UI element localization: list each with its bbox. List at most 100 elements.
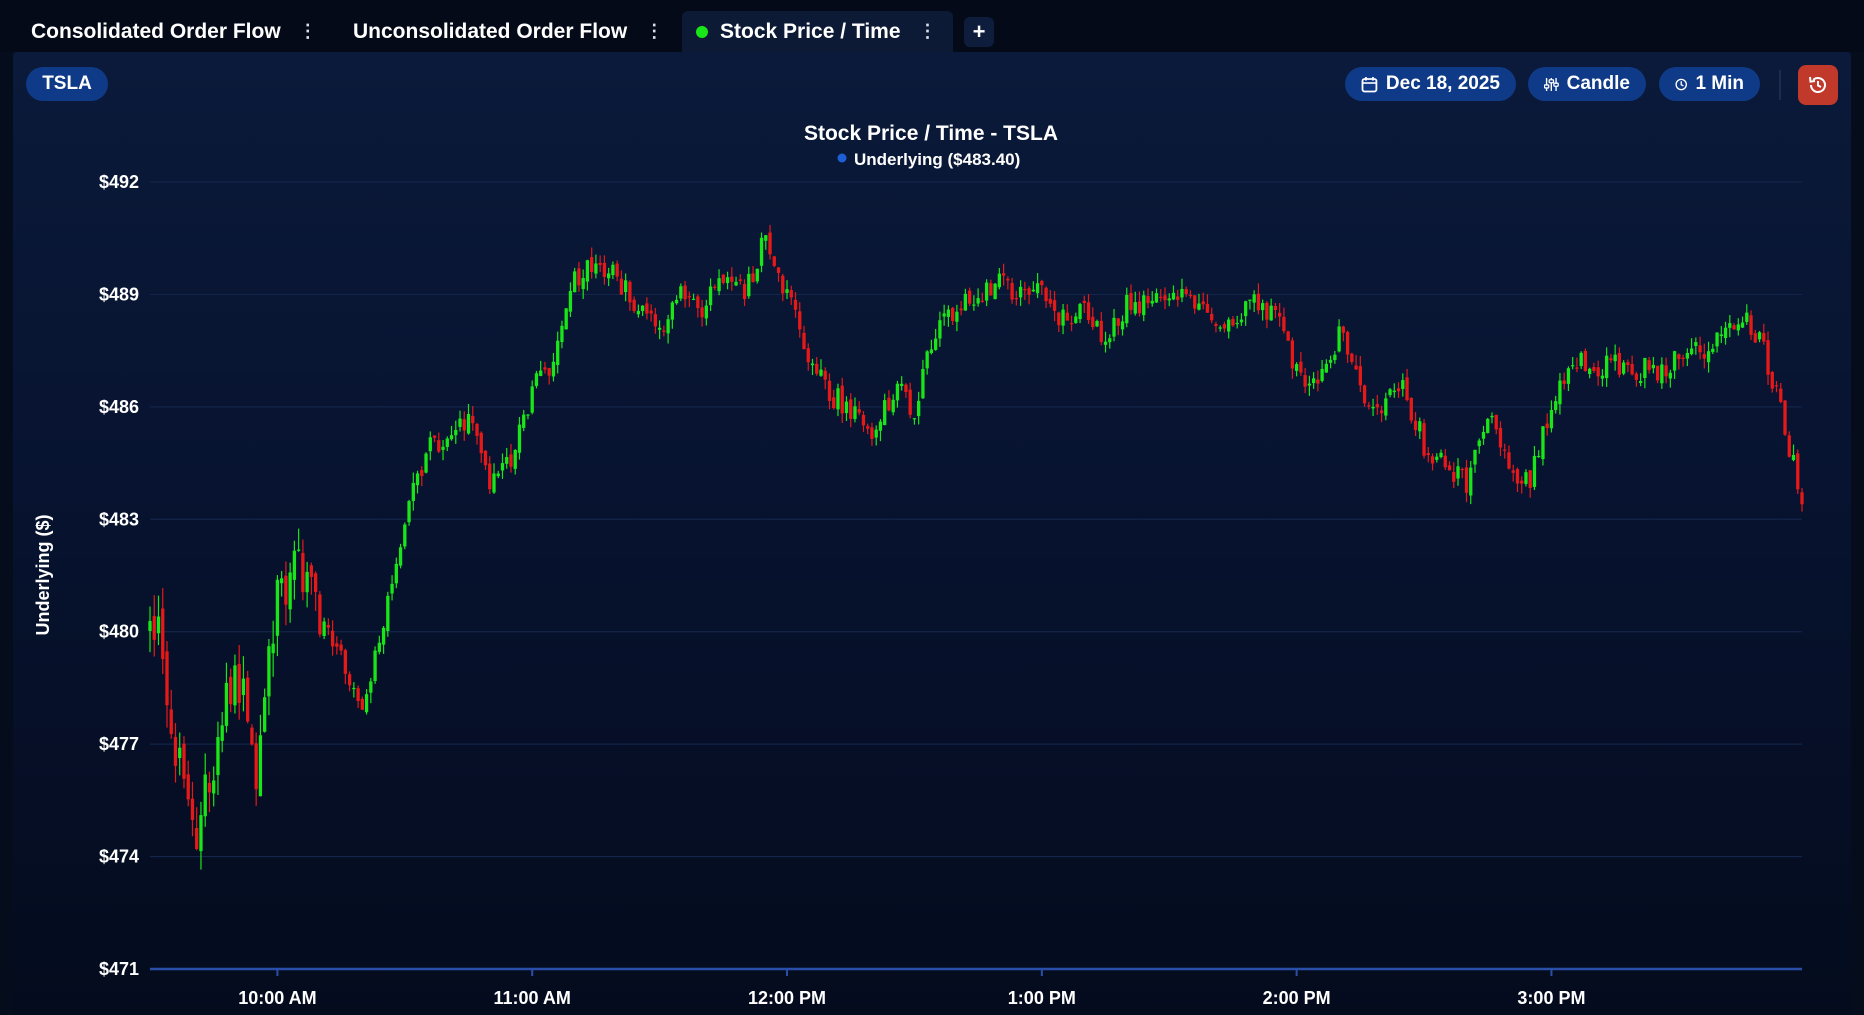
candle-body (1371, 406, 1375, 409)
candle-body (1779, 388, 1783, 402)
candle-body (768, 232, 772, 255)
candle-body (1205, 303, 1210, 313)
candle-body (1218, 327, 1222, 329)
candle-body (861, 414, 866, 426)
candle-body (301, 552, 305, 593)
candle-body (917, 400, 921, 417)
candle-body (950, 307, 955, 321)
add-tab-button[interactable]: + (964, 17, 994, 47)
candle-body (1120, 321, 1125, 330)
candle-body (827, 380, 832, 401)
candle-body (534, 373, 539, 387)
candle-body (390, 583, 394, 594)
candle-body (1537, 455, 1541, 458)
candle-body (781, 275, 785, 294)
tab-bar: Consolidated Order Flow ⋮ Unconsolidated… (0, 0, 1864, 52)
candle-body (1515, 469, 1520, 484)
chart-style-button[interactable]: Candle (1528, 67, 1646, 101)
candle-body (173, 736, 178, 766)
tab-unconsolidated-order-flow[interactable]: Unconsolidated Order Flow ⋮ (339, 11, 677, 52)
candle-body (156, 616, 161, 634)
candle-body (1146, 296, 1150, 304)
candle-body (547, 368, 551, 376)
ticker-pill[interactable]: TSLA (26, 67, 108, 101)
candle-body (819, 369, 823, 376)
candle-body (772, 256, 776, 266)
candle-body (1184, 289, 1188, 295)
candle-body (148, 620, 152, 631)
candle-body (1388, 389, 1392, 396)
candle-body (407, 501, 411, 523)
legend-label[interactable]: Underlying ($483.40) (854, 150, 1020, 169)
y-axis-title: Underlying ($) (33, 514, 53, 635)
candle-body (1239, 319, 1244, 323)
candle-body (466, 414, 471, 434)
candle-body (1486, 418, 1490, 433)
candle-body (488, 463, 492, 490)
candle-body (1503, 449, 1507, 451)
candle-body (1269, 305, 1273, 321)
candle-body (785, 289, 789, 293)
candle-body (275, 579, 280, 636)
candle-body (1069, 323, 1074, 325)
tab-stock-price-time[interactable]: Stock Price / Time ⋮ (682, 11, 953, 52)
date-picker-button[interactable]: Dec 18, 2025 (1345, 67, 1516, 101)
legend-marker (837, 153, 847, 163)
candle-body (628, 281, 632, 303)
candle-body (1171, 292, 1176, 300)
candle-body (437, 440, 441, 452)
candle-body (1409, 397, 1413, 421)
candle-body (1562, 380, 1566, 384)
candle-body (1447, 465, 1452, 471)
candle-body (335, 643, 339, 647)
history-reset-icon (1809, 76, 1826, 93)
candle-body (254, 743, 258, 790)
interval-button[interactable]: 1 Min (1659, 67, 1760, 101)
candle-body (233, 665, 237, 706)
candle-body (271, 643, 275, 654)
candle-body (1396, 388, 1401, 392)
candle-body (674, 299, 679, 304)
candle-body (246, 677, 250, 722)
candle-body (1112, 317, 1116, 337)
candle-body (976, 298, 980, 304)
candle-body (1188, 294, 1193, 297)
candle-body (1545, 423, 1549, 429)
candle-body (1227, 319, 1231, 332)
candle-body (513, 449, 517, 469)
candle-body (883, 400, 887, 426)
chart-panel (13, 52, 1851, 1015)
candle-body (1689, 348, 1694, 355)
candle-body (1630, 364, 1634, 375)
candle-body (216, 737, 220, 776)
tab-menu-icon[interactable]: ⋮ (298, 21, 317, 41)
candle-body (568, 290, 573, 312)
candle-body (1125, 294, 1129, 324)
candle-body (296, 549, 301, 551)
candle-body (734, 281, 738, 286)
y-tick-label: $480 (99, 622, 139, 642)
candle-body (347, 674, 352, 686)
tab-consolidated-order-flow[interactable]: Consolidated Order Flow ⋮ (17, 11, 331, 52)
candle-body (980, 300, 985, 302)
candle-body (284, 575, 288, 605)
candle-body (912, 418, 917, 420)
candle-body (1596, 367, 1600, 377)
candle-body (1197, 303, 1201, 310)
tab-label: Unconsolidated Order Flow (353, 19, 628, 43)
tab-menu-icon[interactable]: ⋮ (918, 21, 937, 41)
candle-body (1103, 341, 1108, 345)
date-label: Dec 18, 2025 (1385, 73, 1500, 94)
candle-body (849, 399, 853, 419)
candle-body (1719, 334, 1723, 337)
candle-body (1367, 405, 1371, 407)
candle-body (1579, 352, 1583, 367)
reset-button[interactable] (1798, 65, 1838, 105)
tab-menu-icon[interactable]: ⋮ (645, 21, 664, 41)
sliders-icon (1544, 77, 1559, 91)
candle-body (1791, 454, 1796, 461)
x-tick-label: 12:00 PM (748, 988, 826, 1008)
candle-body (1311, 378, 1316, 384)
live-status-dot (696, 25, 708, 38)
candle-body (577, 268, 581, 286)
